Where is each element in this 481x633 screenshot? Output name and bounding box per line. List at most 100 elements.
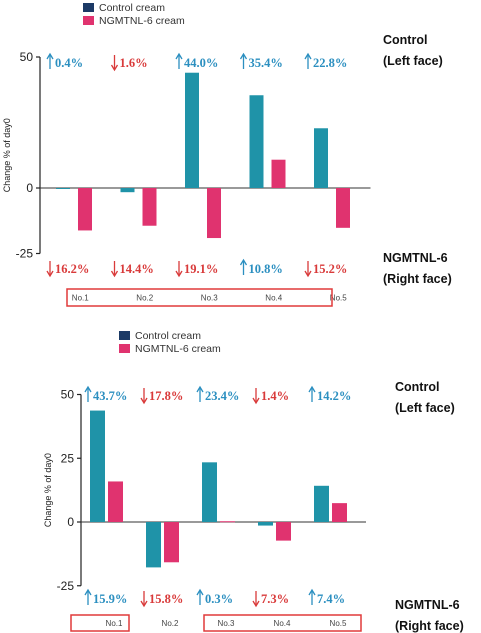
side-label-control: Control — [383, 33, 427, 47]
y-tick-label: 50 — [61, 388, 75, 402]
bar-ngmtnl-no2 — [164, 522, 179, 563]
legend-swatch-control — [83, 3, 94, 12]
bar-ngmtnl-no1 — [108, 481, 123, 522]
legend-swatch-ngmtnl — [83, 16, 94, 25]
bottom-down-arrow-icon-head — [175, 270, 183, 278]
bar-ngmtnl-no3 — [220, 521, 235, 523]
top-change-label: 1.4% — [261, 389, 289, 403]
top-up-arrow-icon-head — [46, 52, 54, 60]
bottom-down-arrow-icon-head — [252, 600, 260, 608]
bar-control-no4 — [258, 522, 273, 526]
bar-control-no2 — [120, 188, 135, 193]
y-tick-label: -25 — [57, 579, 75, 593]
subject-label: No.4 — [274, 619, 291, 628]
y-tick-label: 50 — [20, 50, 34, 64]
bar-control-no2 — [146, 522, 161, 568]
bottom-change-label: 15.8% — [149, 592, 183, 606]
top-up-arrow-icon-head — [239, 52, 248, 60]
top-down-arrow-icon-head — [140, 397, 148, 405]
bottom-down-arrow-icon-head — [110, 270, 119, 278]
top-up-arrow-icon-head — [175, 52, 183, 60]
top-change-label: 44.0% — [184, 56, 218, 70]
bottom-change-label: 15.2% — [313, 262, 347, 276]
top-change-label: 14.2% — [317, 389, 351, 403]
subject-label: No.1 — [72, 294, 89, 303]
bottom-change-label: 16.2% — [55, 262, 89, 276]
bar-ngmtnl-no2 — [142, 188, 157, 226]
top-change-label: 0.4% — [55, 56, 83, 70]
top-change-label: 43.7% — [93, 389, 127, 403]
bottom-change-label: 15.9% — [93, 592, 127, 606]
bar-ngmtnl-no4 — [271, 159, 286, 188]
bar-control-no4 — [249, 95, 264, 188]
subject-box-2 — [203, 614, 362, 632]
legend-label-ngmtnl: NGMTNL-6 cream — [135, 343, 221, 355]
legend-swatch-ngmtnl — [119, 344, 130, 353]
side-label-control: Control — [395, 380, 439, 394]
top-change-label: 22.8% — [313, 56, 347, 70]
side-label-right-face: (Right face) — [383, 272, 452, 286]
bottom-change-label: 19.1% — [184, 262, 218, 276]
bar-control-no5 — [314, 128, 328, 188]
top-change-label: 35.4% — [249, 56, 283, 70]
top-down-arrow-icon-head — [252, 397, 260, 405]
bar-ngmtnl-no5 — [336, 188, 350, 228]
bottom-down-arrow-icon-head — [140, 600, 148, 608]
side-label-ngmtnl: NGMTNL-6 — [383, 251, 448, 265]
top-up-arrow-icon-head — [84, 385, 92, 393]
bottom-change-label: 10.8% — [249, 262, 283, 276]
legend-label-control: Control cream — [99, 2, 165, 14]
bottom-up-arrow-icon-head — [196, 588, 204, 596]
bar-control-no1 — [56, 188, 70, 189]
subject-label: No.1 — [106, 619, 123, 628]
subject-label: No.2 — [162, 619, 179, 628]
side-label-right-face: (Right face) — [395, 619, 464, 633]
bottom-up-arrow-icon-head — [239, 258, 248, 266]
subject-box-1 — [70, 614, 130, 632]
top-change-label: 23.4% — [205, 389, 239, 403]
subject-box-1 — [66, 288, 333, 307]
bar-control-no1 — [90, 410, 105, 522]
bottom-change-label: 7.3% — [261, 592, 289, 606]
side-label-ngmtnl: NGMTNL-6 — [395, 598, 460, 612]
y-axis-title: Change % of day0 — [2, 118, 12, 192]
y-tick-label: 0 — [67, 515, 74, 529]
legend-label-ngmtnl: NGMTNL-6 cream — [99, 15, 185, 27]
bottom-change-label: 7.4% — [317, 592, 345, 606]
y-tick-label: -25 — [16, 247, 34, 261]
bar-control-no5 — [314, 485, 329, 522]
bar-ngmtnl-no3 — [207, 188, 221, 239]
bar-control-no3 — [202, 462, 217, 522]
bar-ngmtnl-no5 — [332, 503, 347, 522]
bar-control-no3 — [185, 72, 199, 188]
legend-swatch-control — [119, 331, 130, 340]
subject-label: No.4 — [265, 294, 282, 303]
top-up-arrow-icon-head — [308, 385, 316, 393]
subject-label: No.3 — [218, 619, 235, 628]
bottom-change-label: 14.4% — [120, 262, 154, 276]
top-down-arrow-icon-head — [110, 64, 119, 72]
y-tick-label: 25 — [61, 451, 75, 465]
subject-label: No.5 — [330, 294, 347, 303]
top-change-label: 17.8% — [149, 389, 183, 403]
bottom-down-arrow-icon-head — [46, 270, 54, 278]
top-up-arrow-icon-head — [304, 52, 312, 60]
bottom-down-arrow-icon-head — [304, 270, 312, 278]
bar-ngmtnl-no1 — [78, 188, 92, 231]
side-label-left-face: (Left face) — [383, 54, 443, 68]
subject-label: No.2 — [136, 294, 153, 303]
side-label-left-face: (Left face) — [395, 401, 455, 415]
subject-label: No.5 — [330, 619, 347, 628]
bottom-up-arrow-icon-head — [84, 588, 92, 596]
top-up-arrow-icon-head — [196, 385, 204, 393]
top-change-label: 1.6% — [120, 56, 148, 70]
bar-ngmtnl-no4 — [276, 522, 291, 541]
y-tick-label: 0 — [26, 181, 33, 195]
bottom-up-arrow-icon-head — [308, 588, 316, 596]
bottom-change-label: 0.3% — [205, 592, 233, 606]
legend-label-control: Control cream — [135, 330, 201, 342]
y-axis-title: Change % of day0 — [43, 453, 53, 527]
